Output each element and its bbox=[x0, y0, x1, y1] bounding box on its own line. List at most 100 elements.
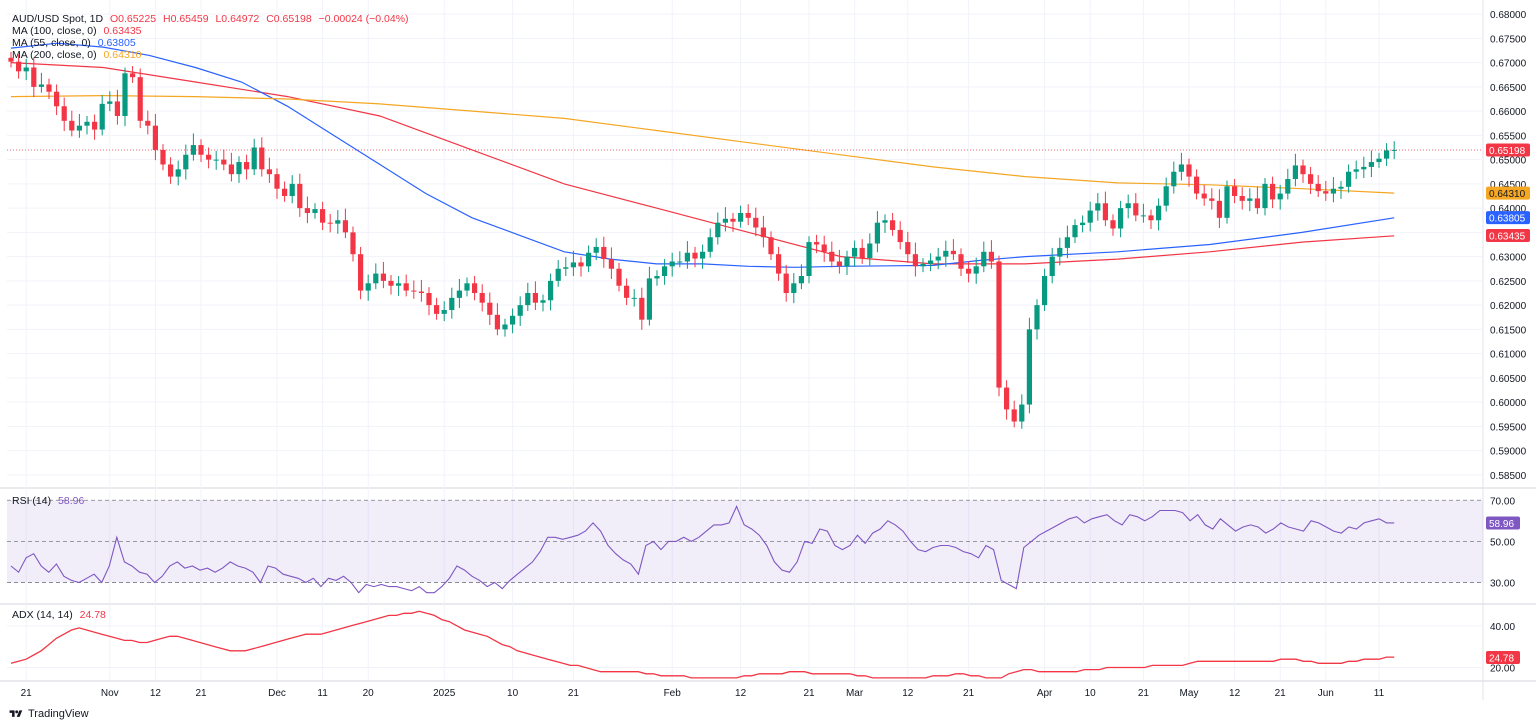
candle bbox=[259, 137, 265, 177]
candle bbox=[1308, 166, 1314, 195]
candle-body bbox=[1285, 179, 1291, 194]
ma100-badge bbox=[1486, 229, 1530, 243]
candle-body bbox=[8, 57, 14, 62]
candle bbox=[388, 275, 394, 295]
candle-body bbox=[160, 149, 166, 165]
adx-legend[interactable]: ADX (14, 14) 24.78 bbox=[12, 609, 110, 621]
candle bbox=[434, 297, 440, 320]
candle bbox=[479, 284, 485, 312]
candle bbox=[1201, 184, 1207, 206]
price-tick-label: 0.66500 bbox=[1490, 83, 1527, 94]
candle-body bbox=[814, 242, 820, 245]
rsi-legend[interactable]: RSI (14) 58.96 bbox=[12, 495, 88, 507]
ma100-value: 0.63435 bbox=[103, 25, 142, 37]
candle bbox=[76, 114, 82, 138]
candle bbox=[502, 318, 508, 337]
candle-body bbox=[624, 285, 630, 298]
candle bbox=[844, 250, 850, 276]
candle-body bbox=[1368, 162, 1374, 167]
candle-body bbox=[266, 169, 272, 175]
candle-body bbox=[662, 266, 668, 277]
adx-tick-label: 40.00 bbox=[1490, 622, 1515, 633]
candle-body bbox=[92, 121, 98, 130]
candle bbox=[449, 287, 455, 319]
candle-body bbox=[198, 145, 204, 155]
ma100-label: MA (100, close, 0) bbox=[12, 25, 97, 37]
ma200-badge-label: 0.64310 bbox=[1489, 189, 1526, 200]
rsi-value: 58.96 bbox=[58, 495, 85, 507]
candle bbox=[776, 246, 782, 281]
candle-body bbox=[1057, 247, 1063, 257]
candle bbox=[935, 247, 941, 270]
candle-body bbox=[16, 61, 22, 72]
rsi-label: RSI (14) bbox=[12, 495, 52, 507]
candle-body bbox=[289, 183, 295, 196]
candle bbox=[874, 211, 880, 253]
candle bbox=[540, 294, 546, 312]
date-tick-label: Feb bbox=[664, 688, 682, 699]
candle-body bbox=[943, 250, 949, 257]
candle bbox=[996, 255, 1002, 397]
candle bbox=[137, 68, 143, 129]
candle bbox=[1323, 180, 1329, 201]
candle-body bbox=[23, 67, 29, 72]
candle bbox=[1346, 164, 1352, 193]
candle-body bbox=[1292, 165, 1298, 180]
candle-body bbox=[601, 246, 607, 260]
candle-body bbox=[84, 121, 90, 126]
candle-body bbox=[122, 73, 128, 116]
last-price-badge bbox=[1486, 143, 1530, 157]
date-tick-label: Nov bbox=[101, 688, 119, 699]
candle bbox=[730, 212, 736, 232]
candle-body bbox=[1262, 183, 1268, 209]
price-tick-label: 0.63000 bbox=[1490, 253, 1527, 264]
candle-body bbox=[137, 77, 143, 121]
rsi-tick-label: 50.00 bbox=[1490, 537, 1515, 548]
tradingview-logo-icon bbox=[9, 710, 23, 717]
candle-body bbox=[707, 237, 713, 252]
moving-average-line-2 bbox=[10, 94, 1395, 194]
candle bbox=[411, 280, 417, 299]
candle-body bbox=[434, 305, 440, 314]
candle bbox=[213, 150, 219, 170]
candle bbox=[160, 144, 166, 171]
adx-value-badge bbox=[1486, 651, 1520, 665]
candle-body bbox=[996, 261, 1002, 388]
date-tick-label: 11 bbox=[1374, 688, 1385, 699]
candle-body bbox=[1194, 176, 1200, 194]
ma200-legend[interactable]: MA (200, close, 0) 0.64310 bbox=[12, 49, 146, 61]
candle-body bbox=[228, 164, 234, 175]
candle-body bbox=[1247, 198, 1253, 201]
candle bbox=[669, 252, 675, 277]
candle-body bbox=[1011, 409, 1017, 422]
candle bbox=[380, 261, 386, 289]
price-tick-label: 0.68000 bbox=[1490, 10, 1527, 21]
candle bbox=[61, 97, 67, 132]
candle bbox=[168, 157, 174, 184]
candle-body bbox=[555, 268, 561, 281]
candle-body bbox=[76, 125, 82, 131]
candle-body bbox=[1201, 193, 1207, 199]
ma100-legend[interactable]: MA (100, close, 0) 0.63435 bbox=[12, 25, 146, 37]
candle bbox=[570, 250, 576, 277]
candle-body bbox=[958, 254, 964, 269]
ma55-legend[interactable]: MA (55, close, 0) 0.63805 bbox=[12, 37, 140, 49]
candle bbox=[578, 256, 584, 277]
candle-body bbox=[130, 73, 136, 78]
change-value: −0.00024 (−0.04%) bbox=[318, 13, 409, 25]
candle-body bbox=[411, 290, 417, 292]
adx-value: 24.78 bbox=[79, 609, 106, 621]
tradingview-brand[interactable]: TradingView bbox=[8, 708, 89, 720]
candle bbox=[38, 72, 44, 93]
candle bbox=[23, 58, 29, 81]
candle bbox=[1042, 268, 1048, 311]
candle-body bbox=[175, 169, 181, 177]
candle-body bbox=[1133, 203, 1139, 216]
candle bbox=[836, 249, 842, 274]
candle bbox=[829, 241, 835, 268]
candle bbox=[859, 239, 865, 264]
candle-body bbox=[1300, 165, 1306, 175]
adx-line bbox=[10, 610, 1395, 679]
candle bbox=[289, 175, 295, 204]
